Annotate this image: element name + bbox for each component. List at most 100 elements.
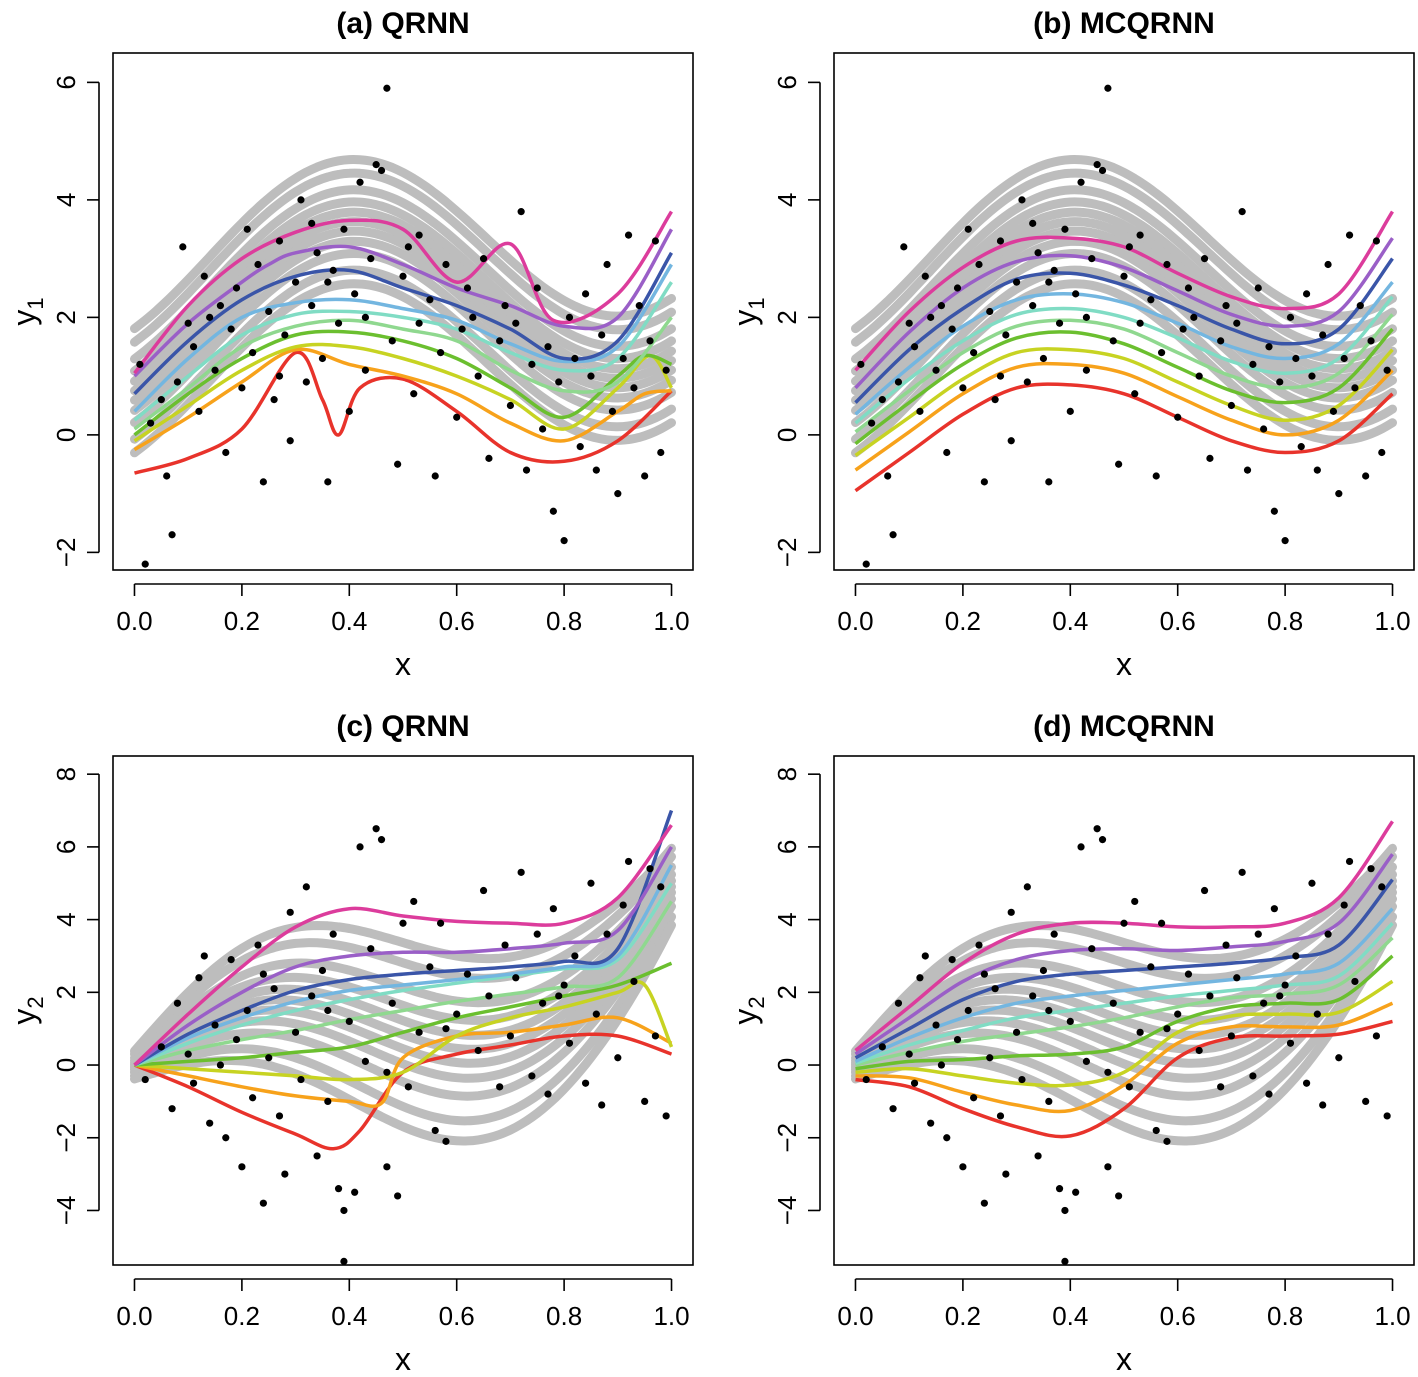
data-point [1039, 354, 1048, 363]
data-point [959, 1163, 967, 1171]
reference-quantile-curve [130, 882, 676, 1070]
quantile-curve-9 [133, 228, 673, 378]
data-point [1292, 354, 1300, 363]
data-point [163, 472, 171, 480]
data-point [581, 1079, 590, 1087]
y-tick-label: −4 [772, 1196, 802, 1226]
data-point [324, 278, 332, 286]
x-tick-label: 0.6 [439, 606, 475, 636]
data-point [565, 313, 574, 321]
reference-quantile-curve [130, 197, 676, 376]
data-point [1034, 1152, 1042, 1160]
data-point [1351, 384, 1359, 392]
quantile-curve-7 [854, 907, 1394, 1064]
y-tick-label: 0 [51, 1058, 81, 1072]
data-point [442, 1137, 450, 1145]
data-point [1372, 237, 1381, 245]
data-point [937, 302, 946, 310]
data-point [927, 1119, 935, 1127]
data-point [200, 272, 208, 280]
data-point [442, 260, 450, 269]
data-point [377, 836, 386, 844]
data-point [297, 1075, 305, 1084]
reference-quantile-curve [851, 862, 1397, 1063]
data-point [1276, 992, 1284, 1000]
data-point [216, 302, 225, 310]
plot-frame [112, 755, 694, 1266]
y-tick-label: 2 [772, 985, 802, 999]
data-point [1340, 354, 1348, 363]
quantile-curve-10 [133, 210, 673, 375]
data-point [528, 1072, 536, 1080]
x-axis: 0.0 0.2 0.4 0.6 0.8 1.0 x [837, 583, 1411, 682]
data-point [506, 401, 515, 410]
quantile-curve-10 [854, 210, 1394, 372]
x-tick-label: 0.2 [945, 1301, 981, 1331]
data-point [1249, 360, 1257, 368]
x-axis-label: x [395, 646, 411, 682]
data-point [905, 1050, 913, 1058]
data-point [1249, 1072, 1257, 1080]
data-point [1012, 1028, 1021, 1036]
data-point [302, 378, 310, 386]
data-point [619, 901, 627, 909]
data-point [1324, 930, 1332, 938]
reference-quantile-curve [851, 207, 1397, 386]
data-point [1125, 243, 1133, 251]
data-point [1082, 313, 1091, 321]
data-point [1023, 378, 1031, 386]
data-point [517, 868, 525, 876]
data-point [173, 999, 182, 1007]
data-point [249, 349, 257, 357]
data-point [281, 1170, 289, 1178]
x-axis: 0.0 0.2 0.4 0.6 0.8 1.0 x [116, 1278, 690, 1377]
data-point [1136, 1028, 1144, 1036]
data-point [932, 366, 940, 374]
data-point [533, 284, 541, 292]
data-point [351, 290, 359, 298]
data-point [533, 930, 541, 938]
data-point [894, 378, 903, 386]
x-tick-label: 0.8 [1267, 1301, 1303, 1331]
quantile-curve-7 [133, 263, 673, 413]
data-point [1217, 337, 1225, 345]
data-point [646, 337, 654, 345]
data-point [651, 237, 660, 245]
data-point [975, 941, 983, 949]
data-point [592, 466, 600, 474]
data-point [453, 413, 461, 421]
reference-quantile-curve [851, 185, 1397, 364]
data-point [581, 290, 590, 298]
data-point [937, 1061, 946, 1069]
data-point [1098, 836, 1107, 844]
quantile-curve-5 [133, 316, 673, 431]
y-tick-label: 8 [772, 767, 802, 781]
data-point [1286, 1039, 1295, 1047]
data-point [415, 231, 423, 239]
data-point [485, 992, 493, 1000]
data-point [608, 407, 617, 415]
x-tick-label: 0.6 [439, 1301, 475, 1331]
data-point [195, 407, 203, 415]
data-point [377, 166, 386, 175]
data-point [1297, 443, 1305, 451]
data-point [980, 1199, 988, 1207]
reference-quantile-curve [130, 870, 676, 1066]
data-point [641, 472, 649, 480]
data-point [157, 1043, 165, 1051]
x-tick-label: 0.2 [224, 1301, 260, 1331]
y-tick-label: 6 [51, 75, 81, 89]
quantile-curve-9 [854, 853, 1394, 1056]
data-point [862, 560, 870, 568]
x-tick-label: 0.2 [224, 606, 260, 636]
y-axis: −4 −2 0 2 4 6 8 y2 [6, 767, 100, 1225]
data-point [259, 970, 267, 978]
quantile-curve-6 [133, 281, 673, 422]
data-point [270, 396, 278, 404]
data-point [1238, 868, 1246, 876]
data-point [318, 354, 327, 363]
data-point [1174, 1010, 1182, 1018]
data-point [340, 1257, 348, 1265]
data-point [943, 1134, 951, 1142]
data-point [136, 360, 144, 368]
